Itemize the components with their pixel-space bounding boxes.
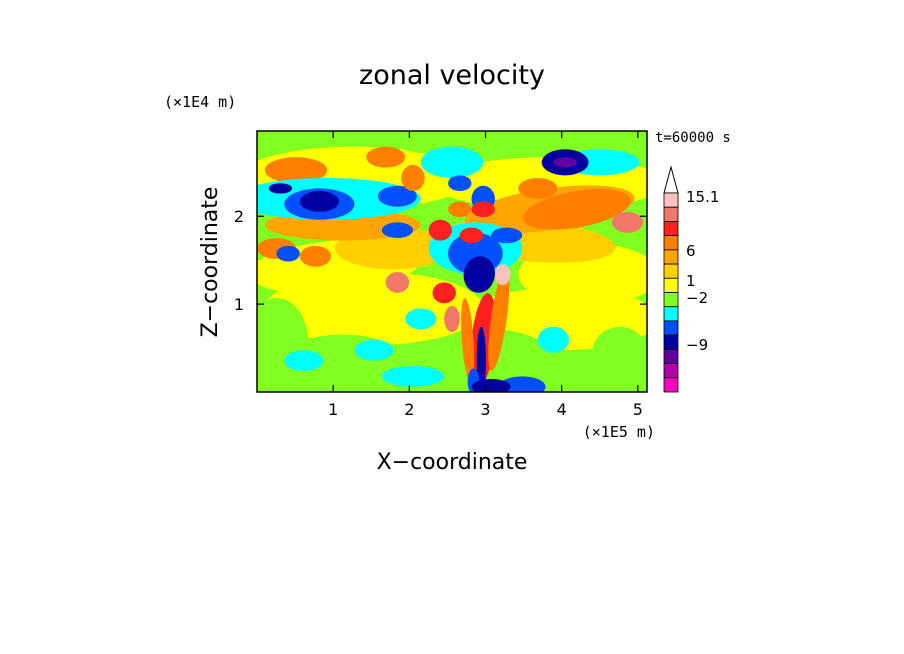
colorbar-level xyxy=(663,192,679,208)
y-axis-label: Z−coordinate xyxy=(198,187,223,338)
field-region xyxy=(444,305,460,332)
colorbar-tick-label: −2 xyxy=(686,289,708,307)
field-region xyxy=(354,339,394,361)
colorbar-tick-label: 15.1 xyxy=(686,188,719,206)
colorbar-level xyxy=(663,306,679,322)
heatmap-plot-area xyxy=(256,130,648,393)
field-region xyxy=(432,282,456,304)
x-tick-label: 3 xyxy=(480,400,490,419)
field-region xyxy=(461,298,475,382)
field-region xyxy=(428,219,452,241)
field-region xyxy=(488,267,510,371)
field-region xyxy=(284,350,324,372)
time-label: t=60000 s xyxy=(655,130,731,146)
field-region xyxy=(405,308,437,330)
field-region xyxy=(381,365,445,387)
colorbar-level xyxy=(663,206,679,222)
field-region xyxy=(366,146,406,168)
x-tick-label: 5 xyxy=(633,400,643,419)
colorbar-level xyxy=(663,263,679,279)
y-unit-label: (×1E4 m) xyxy=(164,93,236,111)
field-region xyxy=(553,157,577,168)
colorbar-arrow xyxy=(663,165,679,194)
field-region xyxy=(381,222,413,239)
colorbar-level xyxy=(663,235,679,251)
colorbar-level xyxy=(663,320,679,336)
x-tick-label: 4 xyxy=(557,400,567,419)
colorbar-level xyxy=(663,292,679,308)
field-region xyxy=(592,326,647,379)
colorbar-level xyxy=(663,363,679,379)
colorbar-level xyxy=(663,348,679,364)
field-region xyxy=(377,185,417,207)
colorbar: 15.1 6 1−2 −9 xyxy=(663,165,719,393)
y-tick-label: 2 xyxy=(234,207,244,226)
colorbar-level xyxy=(663,277,679,293)
colorbar-tick-label: 6 xyxy=(686,242,696,260)
field-region xyxy=(401,164,425,192)
field-region xyxy=(553,131,647,147)
x-axis: 1 2 3 4 5 xyxy=(328,131,643,419)
field-region xyxy=(522,188,631,230)
heatmap-field xyxy=(257,131,647,392)
colorbar-level xyxy=(663,334,679,350)
field-region xyxy=(471,201,495,218)
colorbar-level xyxy=(663,221,679,237)
field-region xyxy=(471,378,511,392)
chart-title: zonal velocity xyxy=(359,60,545,91)
field-region xyxy=(448,175,472,192)
colorbar-tick-label: −9 xyxy=(686,336,708,354)
field-region xyxy=(537,326,570,353)
field-region xyxy=(276,245,300,262)
x-tick-label: 1 xyxy=(328,400,338,419)
field-region xyxy=(264,157,328,184)
colorbar-level xyxy=(663,377,679,393)
x-axis-label: X−coordinate xyxy=(377,450,528,475)
field-region xyxy=(494,264,511,285)
field-region xyxy=(611,211,644,233)
field-region xyxy=(459,227,484,244)
field-region xyxy=(498,376,546,392)
field-region xyxy=(420,146,484,178)
colorbar-tick-label: 1 xyxy=(686,272,696,290)
field-region xyxy=(385,271,410,293)
field-region xyxy=(268,183,293,194)
y-axis: 12 xyxy=(234,207,647,314)
field-region xyxy=(299,191,339,212)
field-region xyxy=(476,326,486,392)
field-region xyxy=(448,201,472,218)
x-unit-label: (×1E5 m) xyxy=(583,423,655,441)
field-region xyxy=(299,245,332,267)
y-tick-label: 1 xyxy=(234,295,244,314)
field-region xyxy=(463,256,495,293)
field-region xyxy=(518,177,558,199)
colorbar-level xyxy=(663,249,679,265)
plot-frame xyxy=(256,130,648,393)
x-tick-label: 2 xyxy=(404,400,414,419)
field-region xyxy=(491,227,523,244)
